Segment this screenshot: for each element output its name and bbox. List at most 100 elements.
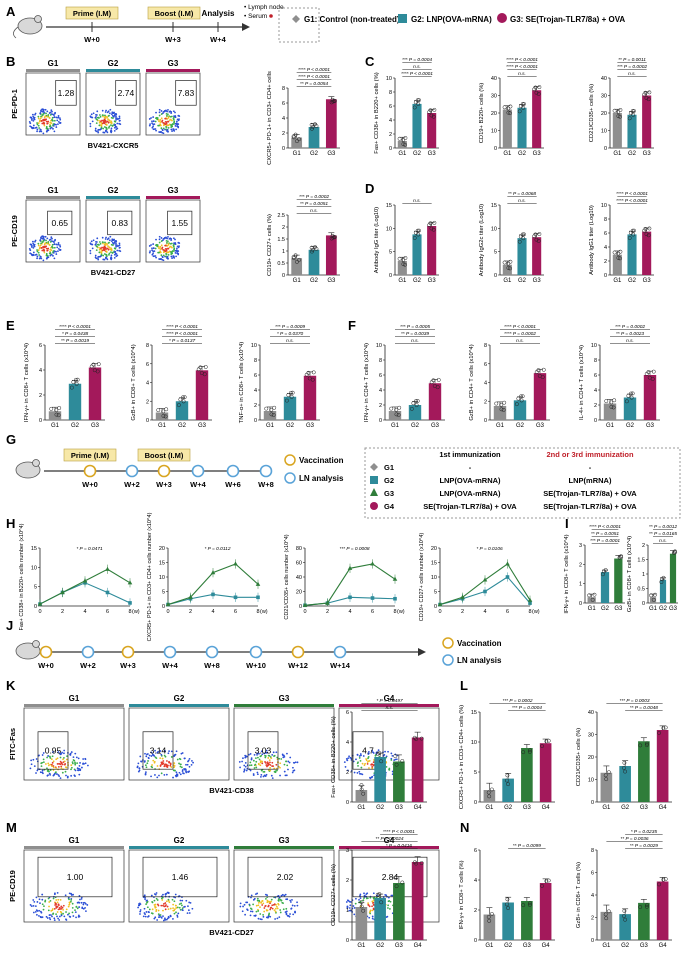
data-point (431, 114, 436, 119)
flow-event (42, 108, 45, 111)
flow-event (188, 901, 191, 904)
flow-event (161, 899, 164, 901)
flow-event (110, 124, 112, 127)
flow-event (64, 763, 67, 765)
flow-event (38, 909, 41, 912)
flow-event (36, 255, 39, 258)
flow-event (45, 125, 48, 128)
x-tick-label: 0 (303, 609, 306, 615)
data-point (403, 262, 407, 267)
significance-label: **** P < 0.0001 (298, 67, 330, 73)
flow-event (78, 906, 81, 908)
flow-group-title: G2 (174, 836, 185, 845)
y-axis-label: Antibody IgG2c titer (Log10) (479, 204, 485, 277)
x-tick-label: G2 (621, 943, 630, 949)
flow-event (248, 904, 251, 907)
flow-event (289, 913, 291, 915)
flow-event (67, 905, 70, 908)
significance-label: ** P = 0.0012 (649, 524, 678, 530)
flow-event (160, 237, 163, 239)
flow-event (39, 771, 42, 774)
x-tick-label: 0 (166, 609, 169, 615)
flow-gate-percentage: 2.02 (277, 872, 294, 882)
x-tick-label: G1 (51, 423, 60, 429)
flow-group-bar (26, 196, 80, 199)
flow-event (59, 118, 62, 121)
data-point (505, 897, 510, 902)
flow-event (34, 113, 36, 116)
data-point (506, 106, 511, 111)
data-point (432, 107, 437, 112)
flow-event (29, 125, 32, 128)
data-point (161, 409, 166, 414)
data-point (518, 234, 523, 239)
flow-event (257, 763, 260, 766)
significance-label: *** P = 0.0008 (339, 546, 369, 552)
y-tick-label: 20 (588, 755, 594, 761)
flow-event (54, 112, 56, 115)
flow-event (155, 238, 157, 241)
x-tick-label: G1 (613, 278, 622, 284)
flow-event (62, 912, 64, 915)
flow-event (40, 247, 43, 249)
significance-label: ** P = 0.0024 (375, 836, 404, 842)
flow-event (152, 255, 155, 258)
data-point (612, 108, 617, 113)
flow-event (180, 902, 183, 905)
data-point (96, 362, 101, 367)
y-axis-label: CD21/CD35+ cells (%) (589, 84, 595, 143)
data-point (517, 109, 522, 114)
x-tick-label: G3 (327, 278, 336, 284)
significance-label: n.s. (413, 65, 421, 70)
table-group: G3 (384, 489, 394, 498)
flow-event (49, 252, 52, 254)
x-tick-label: 8 (393, 609, 396, 615)
flow-event (71, 907, 74, 909)
boost-box (137, 448, 191, 462)
x-tick-label: 4 (348, 609, 351, 615)
flow-event (383, 753, 386, 756)
y-tick-label: 6 (146, 362, 149, 368)
flow-event (260, 775, 262, 778)
flow-event (175, 906, 178, 909)
bar-G2 (308, 127, 320, 148)
flow-event (50, 236, 53, 239)
flow-event (47, 774, 49, 777)
significance-label: **** P = 0.0002 (504, 331, 536, 337)
flow-event (107, 110, 110, 113)
y-tick-label: 2 (591, 916, 594, 922)
flow-event (250, 908, 253, 911)
flow-event (82, 762, 85, 765)
flow-event (153, 893, 156, 895)
flow-event (167, 126, 170, 129)
flow-group-title: G3 (168, 186, 179, 195)
flow-event (358, 772, 361, 775)
panel-label-N: N (460, 820, 469, 835)
y-tick-label: 6 (594, 373, 597, 379)
flow-event (166, 242, 168, 244)
data-point (413, 230, 418, 235)
flow-event (109, 235, 112, 238)
flow-event (368, 759, 371, 762)
flow-event (42, 752, 45, 754)
flow-event (384, 893, 387, 896)
flow-event (151, 253, 154, 256)
flow-event (110, 257, 113, 260)
flow-event (395, 758, 398, 761)
flow-gate (167, 210, 193, 236)
flow-event (51, 113, 54, 116)
data-point (69, 385, 74, 390)
flow-event (256, 752, 259, 755)
vaccination-node (39, 645, 53, 659)
flow-event (49, 769, 52, 771)
flow-event (42, 761, 45, 763)
flow-event (181, 904, 183, 907)
data-point (375, 751, 380, 756)
flow-event (51, 245, 53, 248)
flow-event (112, 115, 115, 118)
flow-event (358, 755, 361, 757)
data-point (661, 575, 666, 580)
panel-label-A: A (6, 4, 16, 19)
flow-event (285, 774, 288, 777)
